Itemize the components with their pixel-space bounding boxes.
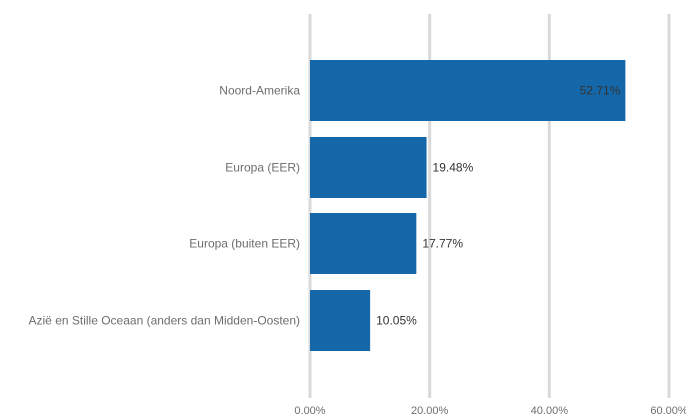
x-tick-label: 60.00% xyxy=(650,405,686,417)
x-axis-tick-labels: 0.00% 20.00% 40.00% 60.00% xyxy=(294,405,686,417)
category-label: Azië en Stille Oceaan (anders dan Midden… xyxy=(29,314,300,328)
data-label: 17.77% xyxy=(422,237,463,251)
bar xyxy=(310,137,427,198)
data-label: 10.05% xyxy=(376,314,417,328)
bar xyxy=(310,290,371,351)
bar xyxy=(310,60,626,121)
category-labels: Noord-Amerika Europa (EER) Europa (buiten … xyxy=(29,84,301,328)
category-label: Europa (buiten EER) xyxy=(189,237,300,251)
x-tick-label: 0.00% xyxy=(294,405,325,417)
value-labels: 52.71% 19.48% 17.77% 10.05% xyxy=(376,84,621,328)
bar xyxy=(310,213,417,274)
category-label: Europa (EER) xyxy=(225,161,300,175)
data-label: 52.71% xyxy=(580,84,621,98)
x-tick-label: 40.00% xyxy=(531,405,569,417)
category-label: Noord-Amerika xyxy=(219,84,300,98)
data-label: 19.48% xyxy=(433,161,474,175)
x-tick-label: 20.00% xyxy=(411,405,449,417)
bars xyxy=(310,60,626,351)
